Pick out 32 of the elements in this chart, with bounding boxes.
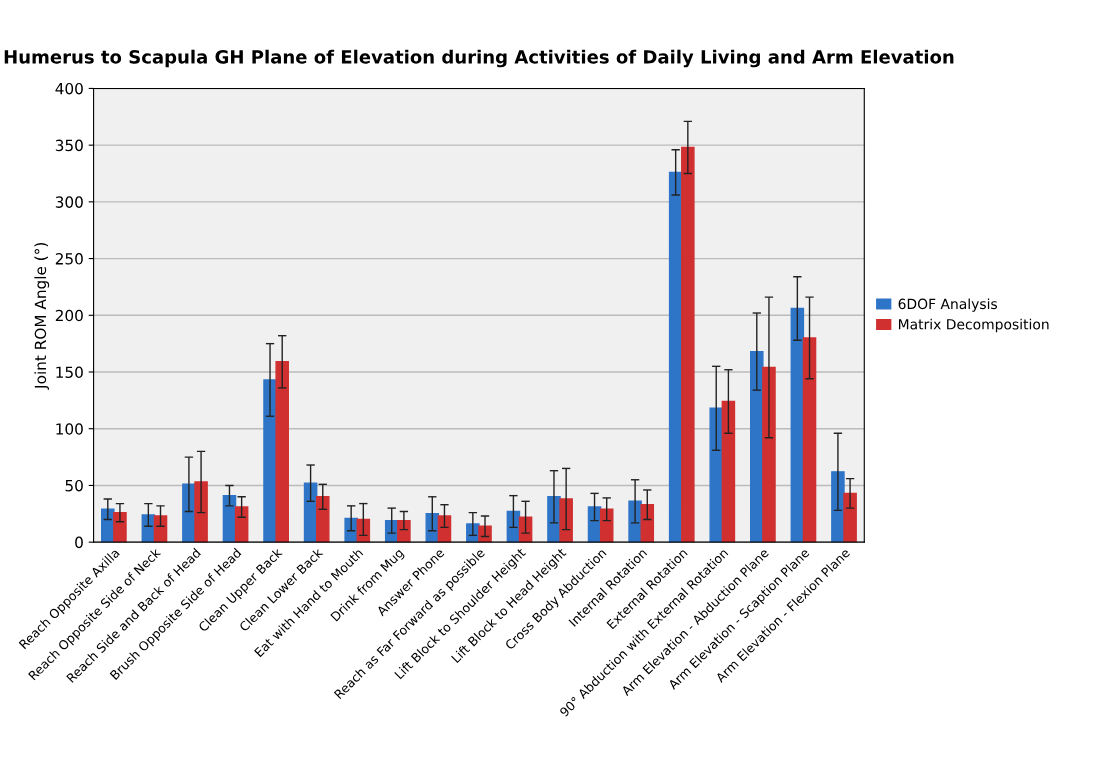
y-tick-label: 300 — [55, 196, 83, 208]
bar — [721, 400, 736, 543]
bar — [437, 515, 452, 543]
bar — [802, 337, 817, 543]
bar — [843, 492, 857, 543]
y-tick-label: 0 — [75, 536, 83, 549]
y-tick-label: 350 — [55, 139, 83, 152]
bar — [234, 506, 249, 543]
bar — [303, 482, 318, 543]
bar — [397, 519, 411, 543]
bar — [790, 307, 805, 543]
bar — [315, 496, 330, 543]
y-tick-label: 400 — [55, 82, 83, 95]
bar — [681, 146, 695, 543]
legend-label: 6DOF Analysis — [898, 298, 998, 312]
bar — [275, 361, 289, 543]
bar — [640, 504, 655, 543]
y-axis-title: Joint ROM Angle (°) — [34, 243, 50, 390]
bar — [599, 508, 614, 543]
y-tick-label: 250 — [55, 253, 83, 265]
bar — [762, 366, 776, 543]
legend-label: Matrix Decomposition — [898, 318, 1049, 333]
y-tick-label: 50 — [65, 479, 83, 492]
y-tick-label: 150 — [56, 366, 83, 379]
bar — [750, 350, 764, 543]
bar — [194, 481, 208, 543]
y-tick-label: 100 — [56, 423, 83, 435]
bar — [668, 171, 683, 543]
y-tick-label: 200 — [55, 309, 83, 322]
bar — [153, 515, 168, 543]
chart-title: Humerus to Scapula GH Plane of Elevation during Activities of Daily Living and Arm Elevation — [4, 49, 954, 68]
bar — [709, 407, 724, 543]
